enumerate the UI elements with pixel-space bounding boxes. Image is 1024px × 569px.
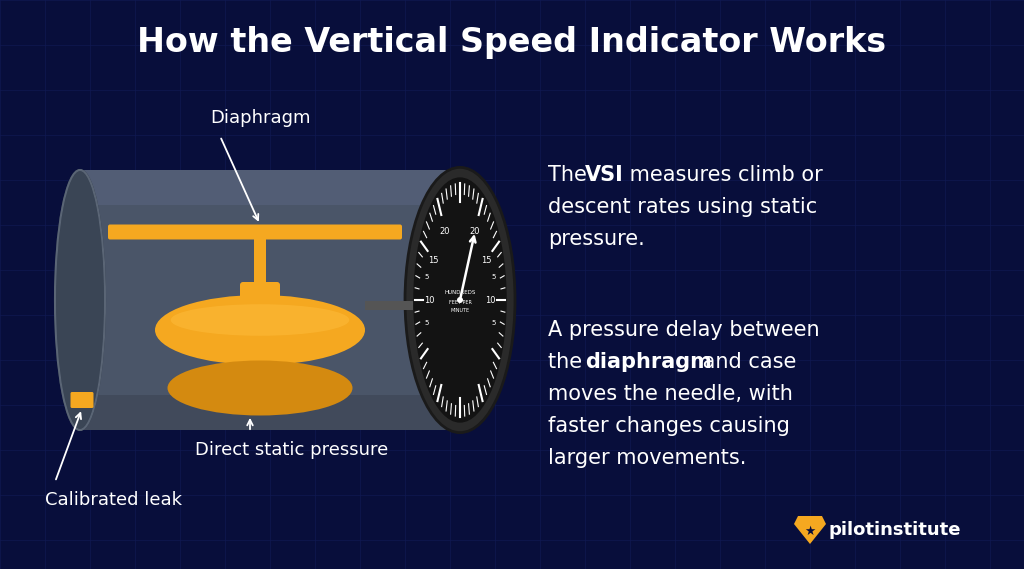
Text: 5: 5: [492, 320, 496, 327]
Text: descent rates using static: descent rates using static: [548, 197, 817, 217]
Ellipse shape: [155, 295, 365, 365]
Ellipse shape: [55, 170, 105, 430]
Text: How the Vertical Speed Indicator Works: How the Vertical Speed Indicator Works: [137, 26, 887, 59]
Text: and case: and case: [696, 352, 797, 372]
FancyBboxPatch shape: [108, 225, 402, 240]
Text: Diaphragm: Diaphragm: [210, 109, 310, 127]
FancyBboxPatch shape: [80, 395, 460, 430]
Text: 20: 20: [470, 226, 480, 236]
Text: 10: 10: [425, 295, 435, 304]
Ellipse shape: [457, 297, 463, 303]
FancyBboxPatch shape: [71, 392, 93, 408]
Text: ★: ★: [805, 525, 816, 538]
Text: pressure.: pressure.: [548, 229, 645, 249]
Text: diaphragm: diaphragm: [585, 352, 712, 372]
FancyBboxPatch shape: [80, 170, 460, 205]
Text: 20: 20: [439, 226, 451, 236]
Ellipse shape: [406, 167, 515, 432]
Text: HUNDREDS: HUNDREDS: [444, 290, 476, 295]
Text: moves the needle, with: moves the needle, with: [548, 384, 793, 404]
Text: 5: 5: [424, 320, 429, 327]
Text: 5: 5: [424, 274, 429, 279]
FancyBboxPatch shape: [80, 170, 460, 430]
Text: faster changes causing: faster changes causing: [548, 416, 790, 436]
Text: FEET PER: FEET PER: [449, 299, 471, 304]
FancyBboxPatch shape: [254, 237, 266, 285]
Text: Calibrated leak: Calibrated leak: [45, 491, 182, 509]
Text: larger movements.: larger movements.: [548, 448, 746, 468]
FancyBboxPatch shape: [365, 300, 414, 310]
Text: measures climb or: measures climb or: [623, 165, 822, 185]
Text: 10: 10: [485, 295, 496, 304]
Ellipse shape: [414, 178, 507, 423]
Polygon shape: [794, 516, 826, 544]
Text: 5: 5: [492, 274, 496, 279]
FancyBboxPatch shape: [240, 282, 280, 310]
Text: pilotinstitute: pilotinstitute: [828, 521, 961, 539]
Ellipse shape: [171, 304, 349, 336]
Text: MINUTE: MINUTE: [451, 307, 470, 312]
Text: 15: 15: [429, 255, 439, 265]
Text: The: The: [548, 165, 594, 185]
Ellipse shape: [168, 361, 352, 415]
Text: A pressure delay between: A pressure delay between: [548, 320, 819, 340]
Text: VSI: VSI: [585, 165, 624, 185]
Text: 15: 15: [481, 255, 492, 265]
Text: the: the: [548, 352, 589, 372]
Text: Direct static pressure: Direct static pressure: [195, 441, 388, 459]
